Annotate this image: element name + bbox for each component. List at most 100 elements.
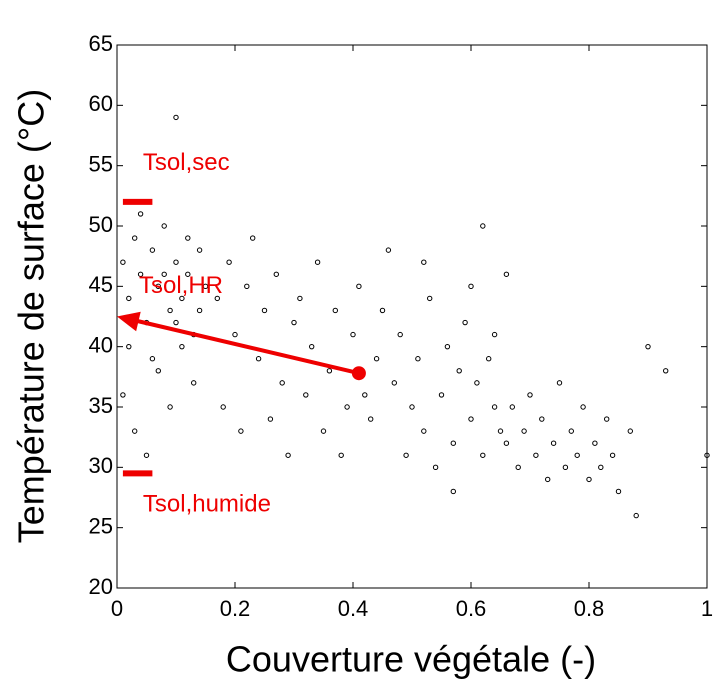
point <box>491 331 498 338</box>
point <box>480 452 486 458</box>
point <box>444 343 451 350</box>
point <box>427 295 433 302</box>
point <box>580 404 586 410</box>
point <box>255 356 262 362</box>
point <box>385 247 392 253</box>
y-tick-label: 45 <box>89 272 113 297</box>
point <box>220 404 226 410</box>
point <box>633 512 639 519</box>
point <box>191 380 197 386</box>
point <box>232 331 238 338</box>
x-tick-label: 0.8 <box>574 596 605 621</box>
x-tick-label: 0.2 <box>220 596 251 621</box>
marker-label: Tsol,humide <box>143 491 271 518</box>
point <box>285 452 291 458</box>
point <box>350 331 356 338</box>
point <box>468 416 474 422</box>
point <box>615 488 622 495</box>
point <box>491 404 498 410</box>
y-tick-label: 65 <box>89 31 113 56</box>
point <box>297 295 303 302</box>
point <box>132 428 138 434</box>
x-tick-label: 0.4 <box>338 596 369 621</box>
point <box>503 440 510 446</box>
marker-label: Tsol,sec <box>143 149 230 176</box>
point <box>126 295 132 302</box>
arrow-head <box>117 311 141 332</box>
point <box>250 235 256 241</box>
point <box>173 114 179 121</box>
point <box>391 380 397 386</box>
point <box>503 271 510 277</box>
point <box>155 283 162 290</box>
point <box>568 428 574 434</box>
point <box>609 452 616 458</box>
point <box>527 392 533 398</box>
point <box>214 295 221 302</box>
point <box>539 416 545 422</box>
point <box>173 259 179 265</box>
y-tick-label: 60 <box>89 91 113 116</box>
point <box>261 307 268 314</box>
point <box>409 404 415 410</box>
point <box>126 343 132 350</box>
point <box>196 307 203 314</box>
point <box>320 428 327 434</box>
point <box>627 428 633 434</box>
point <box>421 428 427 434</box>
point <box>303 392 309 398</box>
point <box>462 319 468 326</box>
point <box>137 271 144 277</box>
point <box>179 295 185 302</box>
point <box>592 440 598 446</box>
point <box>332 307 338 314</box>
point <box>273 271 279 277</box>
y-tick-label: 35 <box>89 393 113 418</box>
x-tick-label: 1 <box>701 596 713 621</box>
point <box>161 223 167 229</box>
point <box>598 464 604 471</box>
point <box>415 356 421 362</box>
point <box>202 283 209 290</box>
point <box>244 283 250 290</box>
y-tick-label: 55 <box>89 151 113 176</box>
point <box>474 380 480 386</box>
point <box>226 259 232 265</box>
x-tick-label: 0 <box>111 596 123 621</box>
point <box>450 488 456 495</box>
point <box>167 404 173 410</box>
y-tick-label: 25 <box>89 513 113 538</box>
y-axis-label: Température de surface (°C) <box>11 89 52 544</box>
y-tick-label: 30 <box>89 453 113 478</box>
point <box>155 368 162 374</box>
point <box>173 319 179 326</box>
x-tick-label: 0.6 <box>456 596 487 621</box>
point <box>421 259 427 265</box>
point <box>149 247 156 253</box>
point <box>586 476 592 483</box>
point <box>137 211 144 217</box>
point <box>368 416 374 422</box>
point <box>645 343 651 350</box>
point <box>267 416 274 422</box>
point <box>545 476 551 483</box>
point <box>432 464 439 471</box>
point <box>480 223 486 229</box>
point <box>309 343 315 350</box>
y-tick-label: 40 <box>89 332 113 357</box>
point <box>515 464 521 471</box>
point <box>403 452 409 458</box>
point <box>120 392 126 398</box>
arrow-shaft <box>130 317 360 376</box>
point <box>379 307 386 314</box>
point <box>338 452 344 458</box>
arrow-label: Tsol,HR <box>139 272 223 299</box>
point <box>497 428 504 434</box>
point <box>456 368 462 374</box>
point <box>521 428 527 434</box>
point <box>450 440 456 446</box>
point <box>238 428 244 434</box>
point <box>604 416 610 422</box>
point <box>179 343 185 350</box>
